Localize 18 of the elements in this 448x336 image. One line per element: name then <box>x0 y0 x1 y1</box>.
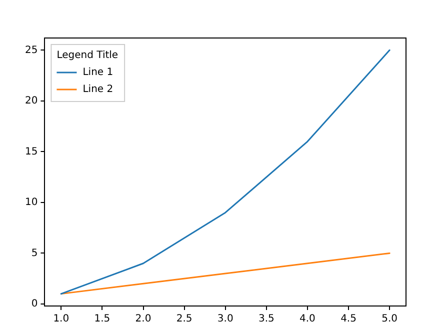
y-tick-label: 10 <box>24 197 38 208</box>
x-tick-label: 2.0 <box>135 314 152 325</box>
x-tick-label: 3.0 <box>217 314 234 325</box>
x-tick-label: 1.5 <box>94 314 110 325</box>
x-tick-label: 3.5 <box>258 314 274 325</box>
x-tick-label: 5.0 <box>382 314 398 325</box>
legend-title: Legend Title <box>56 50 118 62</box>
y-tick-label: 25 <box>24 44 38 56</box>
y-tick-label: 20 <box>24 96 38 107</box>
x-tick-label: 4.0 <box>300 314 316 325</box>
legend-label: Line 1 <box>82 67 114 78</box>
y-tick-label: 5 <box>31 248 38 259</box>
x-tick-label: 4.5 <box>340 314 356 325</box>
y-tick-label: 0 <box>31 298 38 310</box>
x-tick-label: 1.0 <box>53 314 70 325</box>
y-tick-label: 15 <box>24 146 38 158</box>
legend-label: Line 2 <box>82 84 114 96</box>
x-tick-label: 2.5 <box>176 314 192 325</box>
